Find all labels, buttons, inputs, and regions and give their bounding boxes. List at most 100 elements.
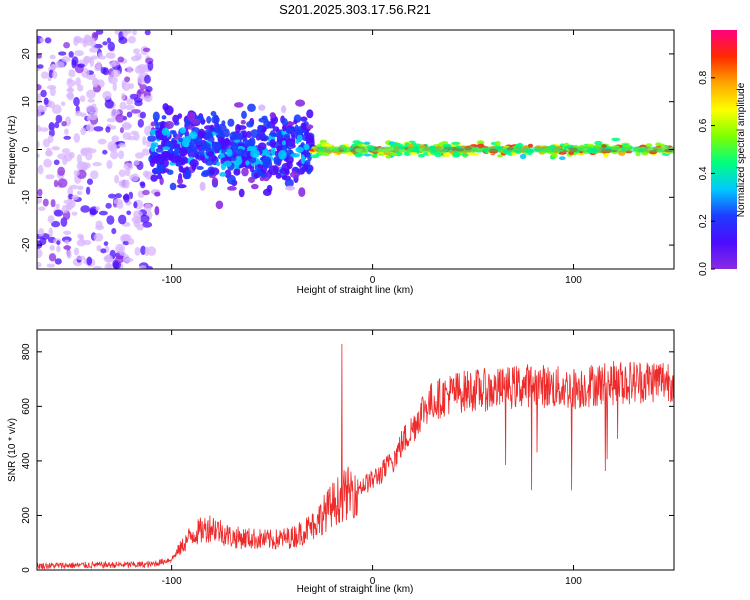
spectrogram-cell-925 xyxy=(150,121,156,127)
spectrogram-cell-358 xyxy=(115,114,125,123)
spectrogram-cell-392 xyxy=(98,52,103,58)
spectrogram-cell-405 xyxy=(75,37,86,44)
spectrogram-cell-385 xyxy=(137,63,147,74)
spectrogram-cell-270 xyxy=(118,150,125,160)
spectrogram-cell-391 xyxy=(131,109,141,114)
spectrogram-cell-233 xyxy=(66,250,72,259)
spectrogram-cell-67 xyxy=(139,84,147,90)
spectrogram-cell-105 xyxy=(142,136,147,146)
spectrogram-cell-132 xyxy=(105,126,111,133)
spectrogram-cell-201 xyxy=(58,51,67,56)
spectrogram-cell-170 xyxy=(107,264,112,269)
spectrogram-cell-314 xyxy=(119,179,129,189)
spectrogram-cell-160 xyxy=(140,245,147,255)
spectrogram-cell-91 xyxy=(92,162,102,167)
spectrogram-cell-1266 xyxy=(352,140,361,144)
spectrogram-cell-965 xyxy=(655,142,662,146)
spectrogram-cell-28 xyxy=(87,178,93,185)
spectrogram-cell-394 xyxy=(93,126,104,132)
spectrogram-cell-100 xyxy=(37,153,40,158)
spectrogram-cell-294 xyxy=(95,30,104,35)
spectrogram-cell-657 xyxy=(270,146,276,156)
spectrogram-cell-905 xyxy=(211,177,218,186)
snr-series-line xyxy=(37,343,674,570)
spectrogram-cell-1453 xyxy=(442,143,452,148)
spectrogram-cell-889 xyxy=(240,119,246,125)
spectrogram-cell-893 xyxy=(211,141,222,151)
spectrogram-cell-750 xyxy=(177,178,184,185)
spectrogram-cell-881 xyxy=(269,130,276,137)
spectrogram-cell-869 xyxy=(242,130,248,138)
spectrogram-cell-585 xyxy=(304,160,311,166)
spectrogram-cell-1267 xyxy=(611,137,621,142)
spectrogram-cell-761 xyxy=(248,176,255,183)
snr-x-axis-title: Height of straight line (km) xyxy=(297,584,414,595)
spectrogram-cell-1327 xyxy=(453,152,461,157)
spectrogram-cell-263 xyxy=(127,66,133,74)
spectrogram-cell-876 xyxy=(149,158,155,167)
spectrogram-cell-738 xyxy=(262,188,272,196)
spectrogram-cell-396 xyxy=(61,56,71,63)
spectrogram-cell-814 xyxy=(198,128,206,139)
spectrogram-cell-1406 xyxy=(495,140,501,147)
spectrogram-cell-356 xyxy=(49,244,55,251)
spectrogram-cell-958 xyxy=(476,140,485,146)
spectrogram-cell-51 xyxy=(63,230,72,235)
spectrogram-cell-0 xyxy=(108,193,116,199)
spectrogram-cell-384 xyxy=(139,181,146,187)
spectrogram-cell-926 xyxy=(178,146,188,157)
spectrogram-cell-277 xyxy=(132,30,137,36)
spectrogram-cell-915 xyxy=(282,125,287,132)
spectrogram-cell-208 xyxy=(105,202,112,209)
spectrogram-cell-919 xyxy=(152,168,161,174)
spectrogram-cell-863 xyxy=(161,127,170,136)
spectrogram-cell-411 xyxy=(64,128,69,135)
spectrogram-cell-1440 xyxy=(410,151,418,155)
spectrogram-cell-288 xyxy=(61,204,69,214)
spectrogram-cell-378 xyxy=(112,82,117,92)
spectrogram-cell-102 xyxy=(79,95,86,103)
spectrogram-cell-3 xyxy=(86,89,96,99)
spectrogram-cell-327 xyxy=(117,56,125,63)
spectrogram-cell-1458 xyxy=(389,142,397,148)
spectrogram-cell-311 xyxy=(146,246,157,256)
spectrogram-cell-285 xyxy=(71,194,79,201)
spectrogram-cell-174 xyxy=(86,256,93,266)
spectrogram-cell-363 xyxy=(77,185,84,191)
spectrogram-cell-330 xyxy=(103,256,111,261)
spectrogram-cell-238 xyxy=(92,265,102,269)
spectrogram-cell-75 xyxy=(37,188,43,197)
spectrogram-cell-339 xyxy=(73,133,81,143)
spectrogram-x-tick-label-2: 100 xyxy=(565,275,582,286)
spectrogram-cell-1249 xyxy=(354,152,362,158)
spectrogram-cell-785 xyxy=(172,114,180,124)
colorbar-tick-label-4: 0.8 xyxy=(698,70,709,84)
spectrogram-cell-112 xyxy=(37,248,43,258)
spectrogram-cell-346 xyxy=(90,37,96,48)
spectrogram-cell-936 xyxy=(275,172,282,179)
spectrogram-cell-786 xyxy=(281,118,288,127)
spectrogram-cell-766 xyxy=(175,162,181,167)
spectrogram-cell-1363 xyxy=(551,153,558,158)
spectrogram-cell-1394 xyxy=(389,152,399,156)
spectrogram-cell-935 xyxy=(301,165,309,171)
spectrogram-cell-357 xyxy=(63,245,72,250)
spectrogram-cell-381 xyxy=(73,170,80,177)
spectrogram-cell-815 xyxy=(156,174,163,180)
spectrogram-cell-273 xyxy=(53,159,60,166)
spectrogram-cell-911 xyxy=(172,130,177,139)
spectrogram-cell-345 xyxy=(144,203,152,212)
spectrogram-cell-923 xyxy=(281,140,286,146)
spectrogram-cell-225 xyxy=(50,199,56,208)
colorbar-title: Normalized spectral amplitude xyxy=(736,82,747,217)
spectrogram-cell-930 xyxy=(293,119,298,125)
spectrogram-cell-103 xyxy=(111,135,119,143)
spectrogram-cell-320 xyxy=(76,255,86,261)
spectrogram-y-ticks: -20 -10 0 10 20 xyxy=(21,48,674,252)
spectrogram-cell-856 xyxy=(178,137,183,143)
spectrogram-cell-347 xyxy=(61,121,67,127)
spectrogram-cell-107 xyxy=(39,127,49,132)
spectrogram-cell-333 xyxy=(39,37,45,43)
spectrogram-cell-410 xyxy=(89,57,95,67)
spectrogram-cell-702 xyxy=(269,112,276,119)
